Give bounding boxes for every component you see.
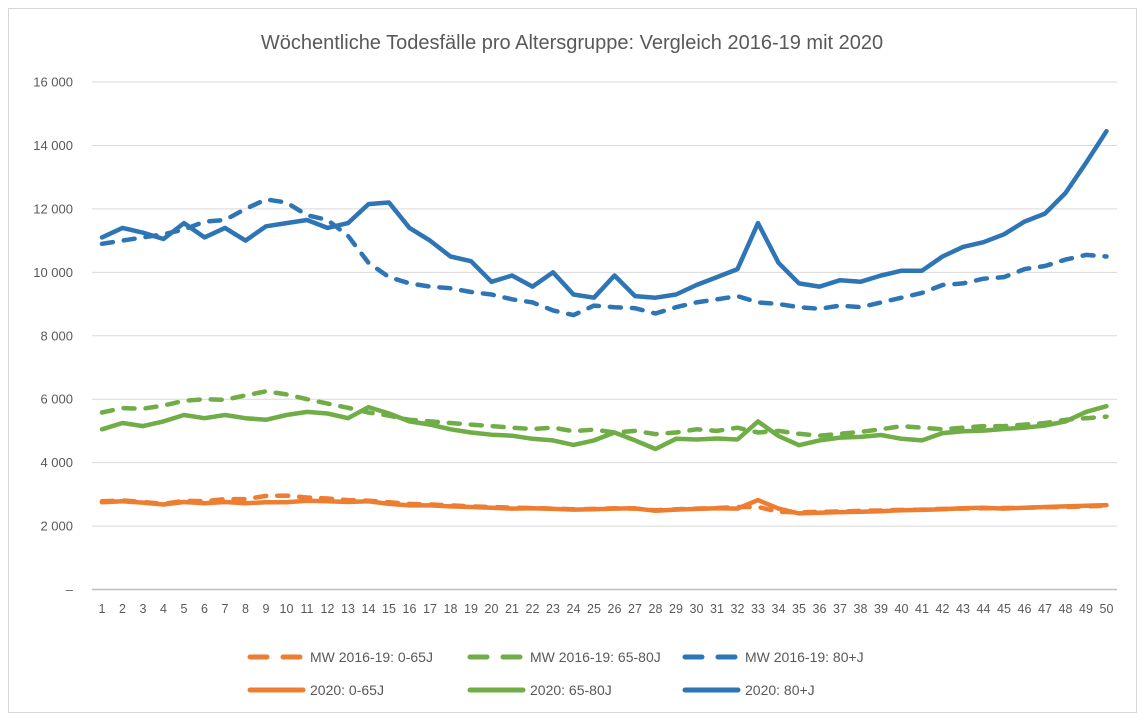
legend-item: 2020: 80+J bbox=[682, 682, 815, 698]
chart-title: Wöchentliche Todesfälle pro Altersgruppe… bbox=[261, 32, 883, 54]
legend-label: 2020: 0-65J bbox=[310, 682, 384, 698]
x-tick-label: 50 bbox=[1100, 602, 1114, 616]
x-tick-label: 42 bbox=[936, 602, 950, 616]
x-tick-label: 14 bbox=[362, 602, 376, 616]
legend-group: MW 2016-19: 0-65J MW 2016-19: 65-80J MW 20… bbox=[247, 649, 864, 698]
x-tick-label: 19 bbox=[464, 602, 478, 616]
x-axis-labels-group: 1 2 3 4 5 6 7 8 9 10 11 12 13 14 15 16 17 18 19 20 21 22 23 24 2… bbox=[99, 602, 1114, 616]
x-tick-label: 21 bbox=[505, 602, 519, 616]
x-tick-label: 45 bbox=[997, 602, 1011, 616]
legend-label: 2020: 65-80J bbox=[530, 682, 612, 698]
x-tick-label: 28 bbox=[649, 602, 663, 616]
x-tick-label: 9 bbox=[263, 602, 270, 616]
x-tick-label: 47 bbox=[1038, 602, 1052, 616]
series-line-mw-2016-19-65-80j bbox=[99, 389, 1109, 438]
y-tick-label: 2 000 bbox=[40, 519, 73, 534]
legend-item: MW 2016-19: 80+J bbox=[682, 649, 864, 665]
x-tick-label: 17 bbox=[423, 602, 437, 616]
x-tick-label: 18 bbox=[444, 602, 458, 616]
y-tick-label: 4 000 bbox=[40, 455, 73, 470]
x-tick-label: 30 bbox=[690, 602, 704, 616]
x-tick-label: 49 bbox=[1079, 602, 1093, 616]
x-tick-label: 15 bbox=[382, 602, 396, 616]
legend-label: 2020: 80+J bbox=[745, 682, 815, 698]
x-tick-label: 13 bbox=[341, 602, 355, 616]
y-tick-label: 12 000 bbox=[33, 201, 73, 216]
legend-label: MW 2016-19: 80+J bbox=[745, 649, 864, 665]
x-tick-label: 24 bbox=[567, 602, 581, 616]
x-tick-label: 41 bbox=[915, 602, 929, 616]
legend-label: MW 2016-19: 65-80J bbox=[530, 649, 661, 665]
x-tick-label: 26 bbox=[608, 602, 622, 616]
series-line-mw-2016-19-80+j bbox=[99, 197, 1109, 318]
x-tick-label: 8 bbox=[242, 602, 249, 616]
x-tick-label: 11 bbox=[301, 602, 314, 616]
x-tick-label: 23 bbox=[546, 602, 560, 616]
x-tick-label: 29 bbox=[669, 602, 683, 616]
x-tick-label: 7 bbox=[222, 602, 229, 616]
x-tick-label: 43 bbox=[956, 602, 970, 616]
series-line-2020-65-80j bbox=[99, 403, 1109, 452]
x-tick-label: 25 bbox=[587, 602, 601, 616]
x-tick-label: 3 bbox=[140, 602, 147, 616]
y-tick-label: 6 000 bbox=[40, 392, 73, 407]
x-tick-label: 10 bbox=[280, 602, 294, 616]
x-tick-label: 4 bbox=[160, 602, 167, 616]
x-tick-label: 46 bbox=[1018, 602, 1032, 616]
y-tick-label: 8 000 bbox=[40, 328, 73, 343]
legend-item: 2020: 65-80J bbox=[467, 682, 612, 698]
x-tick-label: 44 bbox=[977, 602, 991, 616]
x-tick-label: 22 bbox=[526, 602, 540, 616]
legend-item: 2020: 0-65J bbox=[247, 682, 384, 698]
x-tick-label: 16 bbox=[403, 602, 417, 616]
y-tick-label: – bbox=[66, 582, 74, 597]
legend-label: MW 2016-19: 0-65J bbox=[310, 649, 433, 665]
legend-item: MW 2016-19: 65-80J bbox=[467, 649, 661, 665]
x-tick-label: 37 bbox=[833, 602, 847, 616]
series-line-2020-0-65j bbox=[99, 497, 1109, 516]
x-tick-label: 38 bbox=[854, 602, 868, 616]
x-tick-label: 27 bbox=[628, 602, 642, 616]
x-tick-label: 1 bbox=[99, 602, 106, 616]
y-tick-label: 16 000 bbox=[33, 75, 73, 90]
series-line-2020-80+j bbox=[99, 128, 1109, 300]
x-tick-label: 32 bbox=[731, 602, 745, 616]
gridlines-group bbox=[92, 81, 1117, 591]
y-axis-labels-group: 16 000 14 000 12 000 10 000 8 000 6 000 4 000 2… bbox=[33, 75, 74, 598]
x-tick-label: 36 bbox=[813, 602, 827, 616]
x-tick-label: 39 bbox=[874, 602, 888, 616]
legend-item: MW 2016-19: 0-65J bbox=[247, 649, 433, 665]
x-tick-label: 35 bbox=[792, 602, 806, 616]
x-tick-label: 31 bbox=[710, 602, 724, 616]
x-tick-label: 2 bbox=[119, 602, 126, 616]
x-tick-label: 48 bbox=[1059, 602, 1073, 616]
x-tick-label: 33 bbox=[751, 602, 765, 616]
series-lines-group bbox=[99, 128, 1109, 516]
x-tick-label: 12 bbox=[321, 602, 335, 616]
x-tick-label: 40 bbox=[895, 602, 909, 616]
y-tick-label: 10 000 bbox=[33, 265, 73, 280]
y-tick-label: 14 000 bbox=[33, 138, 73, 153]
x-tick-label: 34 bbox=[772, 602, 786, 616]
x-tick-label: 5 bbox=[181, 602, 188, 616]
x-tick-label: 20 bbox=[485, 602, 499, 616]
x-tick-label: 6 bbox=[201, 602, 208, 616]
